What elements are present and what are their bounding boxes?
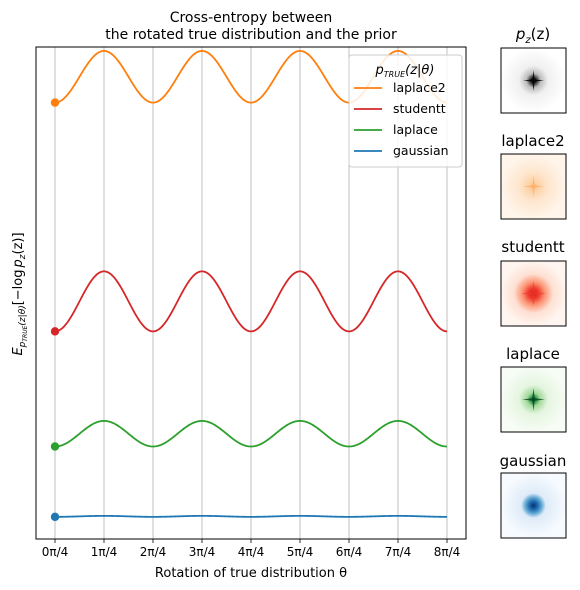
x-tick-label: 7π/4	[385, 545, 412, 559]
chart-title-line2: the rotated true distribution and the pr…	[105, 27, 397, 43]
series-line-laplace	[54, 420, 448, 448]
density-star-studentt	[521, 281, 546, 306]
x-tick-label: 6π/4	[336, 545, 363, 559]
x-tick-label: 3π/4	[189, 545, 216, 559]
prior-panel-title: pz(z)	[515, 25, 550, 46]
x-axis-label: Rotation of true distribution θ	[155, 566, 347, 581]
series-marker-laplace	[50, 442, 60, 451]
plot-area: 0π/4 1π/4 2π/4 3π/4 4π/4 5π/4 6π/4 7π/4 8π/4	[35, 46, 467, 559]
panel-title-gaussian: gaussian	[500, 452, 567, 470]
series-marker-studentt	[50, 327, 60, 336]
series-line-gaussian	[55, 514, 447, 518]
x-tick-label: 8π/4	[434, 545, 461, 559]
panel-title-studentt: studentt	[501, 238, 564, 256]
density-star-laplace	[522, 388, 545, 411]
x-tick-label: 1π/4	[91, 545, 118, 559]
x-tick-label: 2π/4	[140, 545, 167, 559]
panel-title-laplace: laplace	[506, 345, 560, 363]
x-tick-label: 4π/4	[238, 545, 265, 559]
legend-label-gaussian: gaussian	[393, 143, 449, 158]
legend-label-laplace2: laplace2	[393, 80, 446, 95]
side-panels: pz(z) laplace2 studentt laplace gaussian	[500, 25, 567, 539]
series-markers	[50, 98, 60, 522]
legend-label-laplace: laplace	[393, 122, 438, 137]
series-line-studentt	[54, 270, 448, 333]
x-axis-ticks: 0π/4 1π/4 2π/4 3π/4 4π/4 5π/4 6π/4 7π/4 8π/4	[42, 539, 461, 559]
x-tick-label: 0π/4	[42, 545, 69, 559]
legend-label-studentt: studentt	[393, 101, 446, 116]
density-image-gaussian	[500, 472, 567, 539]
y-axis-label: EpTRUE(z|θ)[−logpz(z)]	[11, 232, 29, 355]
density-star-laplace2	[523, 176, 544, 197]
series-marker-gaussian	[50, 512, 60, 522]
panel-title-laplace2: laplace2	[501, 132, 564, 150]
density-image-laplace	[500, 366, 567, 433]
legend-box	[348, 54, 463, 168]
series-marker-laplace2	[50, 98, 60, 107]
chart-title-line1: Cross-entropy between	[170, 10, 333, 26]
legend-title: pTRUE(z|θ)	[375, 63, 435, 79]
legend: pTRUE(z|θ) laplace2 studentt laplace gaussi…	[348, 54, 463, 168]
prior-density-star	[523, 70, 544, 91]
x-tick-label: 5π/4	[287, 545, 314, 559]
